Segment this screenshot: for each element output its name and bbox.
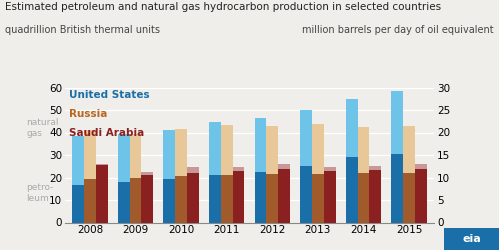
Text: quadrillion British thermal units: quadrillion British thermal units [5,25,160,35]
Bar [221,124,233,175]
Bar [300,110,312,166]
Bar [415,168,427,222]
Bar [72,136,84,186]
Bar [369,170,381,222]
Bar [209,175,221,222]
Bar [130,178,141,222]
Bar [358,173,369,222]
Bar [163,178,175,222]
Bar [278,164,290,168]
Bar [312,124,324,174]
Bar [391,91,403,154]
Bar [72,186,84,222]
Text: United States: United States [68,90,149,100]
Bar [118,134,130,182]
Bar [254,118,266,172]
Bar [266,126,278,174]
Bar [118,182,130,222]
Bar [346,157,358,222]
Bar [312,174,324,222]
Bar [141,172,153,175]
Bar [175,176,187,222]
Text: petro-
leum: petro- leum [26,183,53,203]
Text: Estimated petroleum and natural gas hydrocarbon production in selected countries: Estimated petroleum and natural gas hydr… [5,2,441,12]
Bar [221,175,233,222]
Bar [403,126,415,173]
Bar [358,127,369,173]
Bar [324,168,336,171]
Bar [209,122,221,175]
Bar [300,166,312,222]
Bar [96,164,108,165]
Bar [391,154,403,222]
Bar [84,178,96,222]
Bar [369,166,381,170]
Bar [96,165,108,222]
Text: Russia: Russia [68,109,107,119]
Text: million barrels per day of oil equivalent: million barrels per day of oil equivalen… [302,25,494,35]
Bar [84,130,96,178]
Bar [415,164,427,168]
Bar [254,172,266,222]
Bar [141,175,153,222]
Text: Saudi Arabia: Saudi Arabia [68,128,144,138]
Bar [130,134,141,178]
Bar [403,173,415,222]
Bar [324,171,336,222]
Bar [163,130,175,178]
Bar [187,168,199,173]
Bar [278,168,290,222]
Bar [266,174,278,222]
Bar [187,173,199,222]
Bar [175,129,187,176]
Text: eia: eia [462,234,481,244]
Text: natural
gas: natural gas [26,118,58,138]
Bar [233,168,245,171]
Bar [233,171,245,222]
Bar [346,99,358,157]
